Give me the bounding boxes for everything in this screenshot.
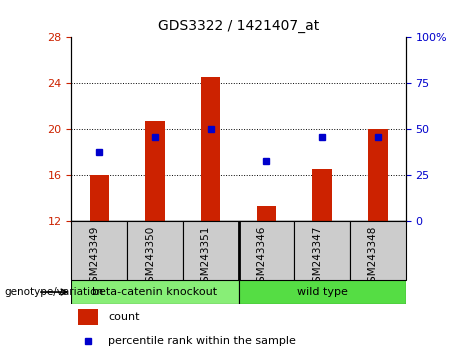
Title: GDS3322 / 1421407_at: GDS3322 / 1421407_at: [158, 19, 319, 33]
Text: GSM243347: GSM243347: [312, 226, 322, 289]
Text: percentile rank within the sample: percentile rank within the sample: [108, 336, 296, 346]
Bar: [89, 175, 109, 221]
Text: wild type: wild type: [297, 287, 348, 297]
Bar: [294, 221, 350, 280]
Bar: [145, 121, 165, 221]
Bar: [71, 221, 127, 280]
Bar: [183, 221, 238, 280]
Bar: [78, 309, 98, 325]
Text: GSM243350: GSM243350: [145, 226, 155, 289]
Text: GSM243346: GSM243346: [256, 226, 266, 289]
Bar: [350, 221, 406, 280]
Bar: [127, 221, 183, 280]
Text: GSM243351: GSM243351: [201, 226, 211, 289]
Bar: [239, 280, 406, 304]
Text: GSM243348: GSM243348: [368, 226, 378, 289]
Bar: [201, 78, 220, 221]
Bar: [313, 170, 332, 221]
Bar: [239, 221, 294, 280]
Bar: [257, 206, 276, 221]
Bar: [71, 280, 239, 304]
Text: genotype/variation: genotype/variation: [5, 287, 104, 297]
Text: beta-catenin knockout: beta-catenin knockout: [93, 287, 218, 297]
Text: GSM243349: GSM243349: [89, 226, 99, 289]
Bar: [368, 129, 388, 221]
Text: count: count: [108, 312, 140, 322]
